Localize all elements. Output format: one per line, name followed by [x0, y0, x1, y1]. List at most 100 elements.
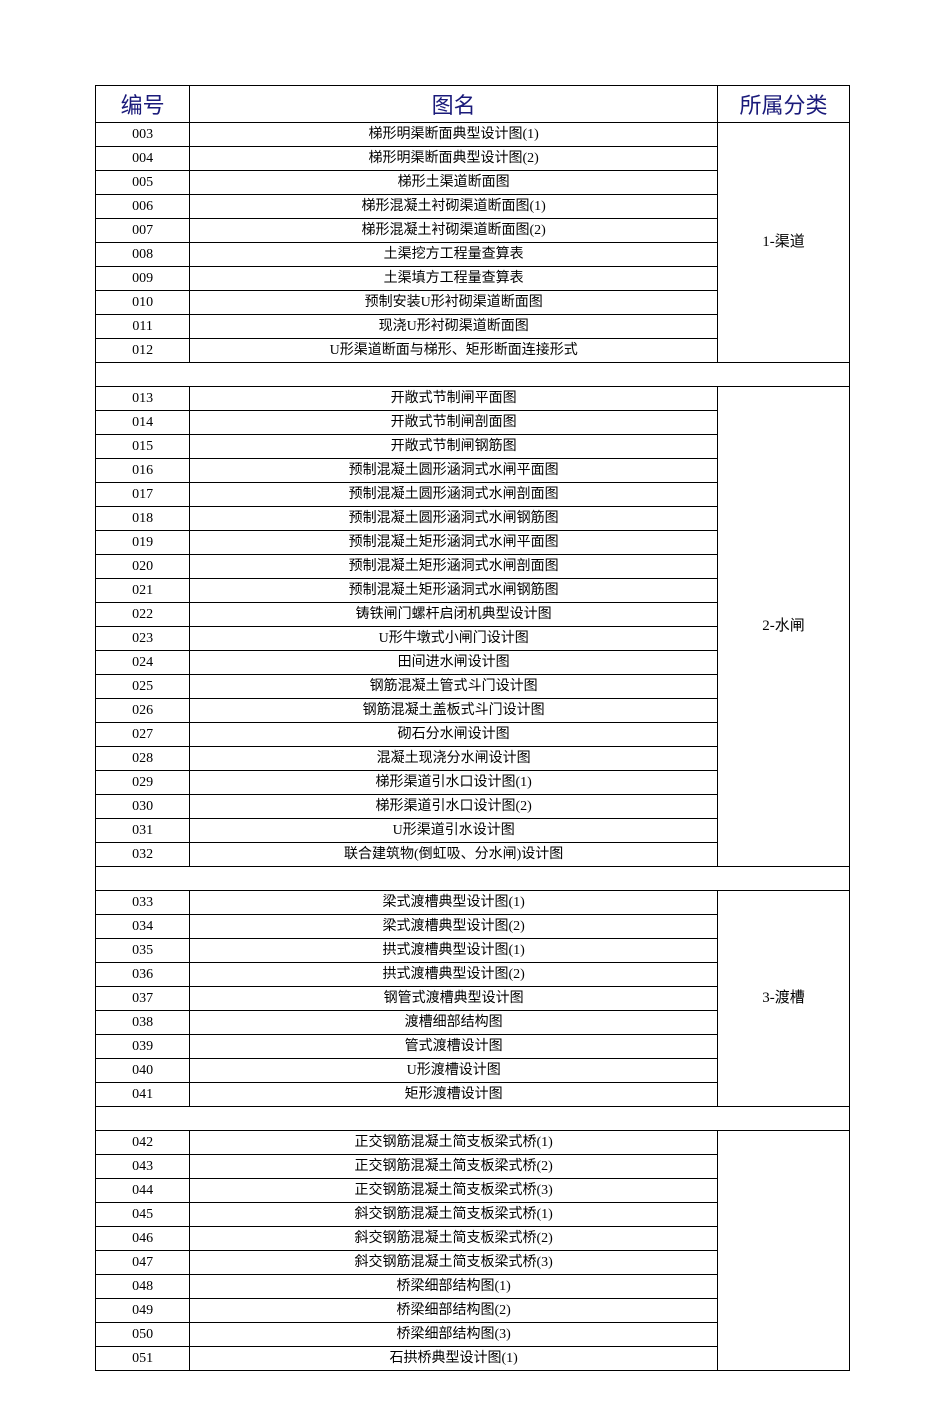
cell-category: 2-水闸: [718, 387, 850, 867]
cell-name: 开敞式节制闸平面图: [190, 387, 718, 411]
cell-name: 梁式渡槽典型设计图(1): [190, 891, 718, 915]
cell-code: 023: [96, 627, 190, 651]
cell-code: 022: [96, 603, 190, 627]
cell-name: 土渠挖方工程量查算表: [190, 243, 718, 267]
cell-name: 混凝土现浇分水闸设计图: [190, 747, 718, 771]
cell-name: 梯形明渠断面典型设计图(2): [190, 147, 718, 171]
cell-name: 斜交钢筋混凝土简支板梁式桥(1): [190, 1203, 718, 1227]
cell-name: 斜交钢筋混凝土简支板梁式桥(3): [190, 1251, 718, 1275]
cell-code: 028: [96, 747, 190, 771]
cell-code: 006: [96, 195, 190, 219]
cell-code: 043: [96, 1155, 190, 1179]
cell-code: 032: [96, 843, 190, 867]
cell-name: 梯形混凝土衬砌渠道断面图(1): [190, 195, 718, 219]
cell-name: 钢筋混凝土管式斗门设计图: [190, 675, 718, 699]
cell-code: 025: [96, 675, 190, 699]
cell-code: 016: [96, 459, 190, 483]
cell-name: 开敞式节制闸剖面图: [190, 411, 718, 435]
cell-name: 田间进水闸设计图: [190, 651, 718, 675]
cell-name: 现浇U形衬砌渠道断面图: [190, 315, 718, 339]
cell-category: 3-渡槽: [718, 891, 850, 1107]
spacer-cell: [96, 867, 850, 891]
cell-name: 预制混凝土圆形涵洞式水闸钢筋图: [190, 507, 718, 531]
cell-code: 045: [96, 1203, 190, 1227]
cell-name: 铸铁闸门螺杆启闭机典型设计图: [190, 603, 718, 627]
cell-code: 044: [96, 1179, 190, 1203]
cell-code: 020: [96, 555, 190, 579]
cell-code: 012: [96, 339, 190, 363]
spacer-row: [96, 363, 850, 387]
header-name: 图名: [190, 86, 718, 123]
cell-name: 桥梁细部结构图(2): [190, 1299, 718, 1323]
cell-name: 梯形土渠道断面图: [190, 171, 718, 195]
cell-code: 011: [96, 315, 190, 339]
cell-name: U形渡槽设计图: [190, 1059, 718, 1083]
cell-code: 004: [96, 147, 190, 171]
cell-code: 034: [96, 915, 190, 939]
cell-name: 拱式渡槽典型设计图(2): [190, 963, 718, 987]
cell-code: 031: [96, 819, 190, 843]
cell-name: 正交钢筋混凝土简支板梁式桥(3): [190, 1179, 718, 1203]
cell-code: 041: [96, 1083, 190, 1107]
cell-code: 018: [96, 507, 190, 531]
cell-code: 007: [96, 219, 190, 243]
cell-code: 033: [96, 891, 190, 915]
cell-name: 砌石分水闸设计图: [190, 723, 718, 747]
spacer-cell: [96, 1107, 850, 1131]
cell-name: 正交钢筋混凝土简支板梁式桥(2): [190, 1155, 718, 1179]
spacer-cell: [96, 363, 850, 387]
cell-code: 021: [96, 579, 190, 603]
cell-name: 石拱桥典型设计图(1): [190, 1347, 718, 1371]
table-row: 033梁式渡槽典型设计图(1)3-渡槽: [96, 891, 850, 915]
cell-code: 019: [96, 531, 190, 555]
cell-name: 梯形渠道引水口设计图(1): [190, 771, 718, 795]
cell-code: 015: [96, 435, 190, 459]
cell-name: 桥梁细部结构图(1): [190, 1275, 718, 1299]
cell-name: 桥梁细部结构图(3): [190, 1323, 718, 1347]
cell-category: 1-渠道: [718, 123, 850, 363]
cell-name: 梯形混凝土衬砌渠道断面图(2): [190, 219, 718, 243]
cell-code: 017: [96, 483, 190, 507]
cell-code: 003: [96, 123, 190, 147]
cell-code: 046: [96, 1227, 190, 1251]
cell-name: 钢管式渡槽典型设计图: [190, 987, 718, 1011]
cell-name: 拱式渡槽典型设计图(1): [190, 939, 718, 963]
cell-category: [718, 1131, 850, 1371]
cell-code: 038: [96, 1011, 190, 1035]
cell-code: 047: [96, 1251, 190, 1275]
cell-name: 预制混凝土矩形涵洞式水闸剖面图: [190, 555, 718, 579]
cell-name: 梯形渠道引水口设计图(2): [190, 795, 718, 819]
cell-code: 030: [96, 795, 190, 819]
drawing-index-table: 编号 图名 所属分类 003梯形明渠断面典型设计图(1)1-渠道004梯形明渠断…: [95, 85, 850, 1371]
table-header-row: 编号 图名 所属分类: [96, 86, 850, 123]
cell-code: 026: [96, 699, 190, 723]
cell-name: U形渠道断面与梯形、矩形断面连接形式: [190, 339, 718, 363]
cell-name: 预制混凝土圆形涵洞式水闸剖面图: [190, 483, 718, 507]
cell-code: 009: [96, 267, 190, 291]
cell-code: 008: [96, 243, 190, 267]
cell-name: 开敞式节制闸钢筋图: [190, 435, 718, 459]
cell-name: 管式渡槽设计图: [190, 1035, 718, 1059]
cell-code: 048: [96, 1275, 190, 1299]
table-row: 003梯形明渠断面典型设计图(1)1-渠道: [96, 123, 850, 147]
cell-code: 010: [96, 291, 190, 315]
header-category: 所属分类: [718, 86, 850, 123]
cell-name: U形渠道引水设计图: [190, 819, 718, 843]
spacer-row: [96, 867, 850, 891]
cell-code: 024: [96, 651, 190, 675]
cell-code: 049: [96, 1299, 190, 1323]
cell-name: 梁式渡槽典型设计图(2): [190, 915, 718, 939]
cell-code: 036: [96, 963, 190, 987]
header-code: 编号: [96, 86, 190, 123]
cell-code: 037: [96, 987, 190, 1011]
cell-name: 渡槽细部结构图: [190, 1011, 718, 1035]
cell-name: 钢筋混凝土盖板式斗门设计图: [190, 699, 718, 723]
cell-code: 035: [96, 939, 190, 963]
cell-name: 斜交钢筋混凝土简支板梁式桥(2): [190, 1227, 718, 1251]
cell-name: U形牛墩式小闸门设计图: [190, 627, 718, 651]
cell-code: 027: [96, 723, 190, 747]
cell-name: 预制混凝土矩形涵洞式水闸钢筋图: [190, 579, 718, 603]
cell-code: 014: [96, 411, 190, 435]
cell-code: 029: [96, 771, 190, 795]
cell-name: 土渠填方工程量查算表: [190, 267, 718, 291]
